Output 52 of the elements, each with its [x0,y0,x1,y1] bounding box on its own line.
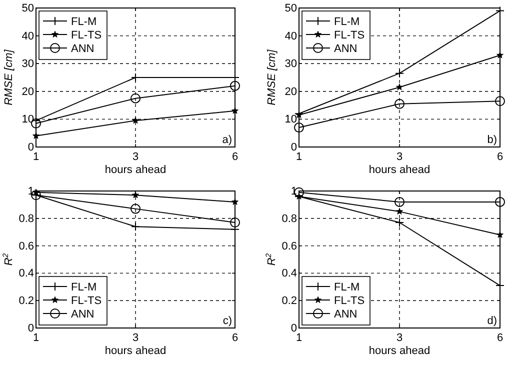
x-tick-label: 3 [132,332,139,344]
x-tick-label: 6 [232,151,238,163]
legend-label: FL-TS [71,295,102,307]
x-axis-title: hours ahead [368,164,430,176]
y-tick-label: 0 [290,322,297,334]
x-axis-title: hours ahead [104,164,166,176]
y-tick-label: 0 [28,142,34,154]
y-tick-label: 0 [290,142,297,154]
legend-label: FL-M [334,16,360,28]
legend-label: ANN [334,43,358,55]
annotation: a) [222,134,232,146]
y-tick-label: 50 [22,2,34,14]
y-tick-label: 30 [22,58,34,70]
x-tick-label: 3 [396,332,403,344]
legend-label: ANN [71,43,94,55]
legend-label: ANN [334,308,358,320]
y-tick-label: 0 [28,322,34,334]
annotation: b) [487,134,497,146]
x-axis-title: hours ahead [368,345,430,357]
y-tick-label: 0.6 [18,240,34,252]
y-tick-label: 0.8 [18,212,34,225]
x-tick-label: 3 [396,151,403,163]
legend-label: FL-M [71,282,97,294]
legend-label: FL-TS [334,295,365,307]
y-tick-label: 10 [284,114,297,126]
legend-label: FL-M [334,282,360,294]
y-tick-label: 0.6 [282,240,297,252]
y-tick-label: 30 [284,58,297,70]
y-tick-label: 50 [284,2,297,14]
x-tick-label: 3 [132,151,139,163]
y-tick-label: 0.2 [282,295,297,308]
x-tick-label: 6 [232,332,238,344]
y-tick-label: 40 [22,30,34,42]
x-tick-label: 6 [496,332,504,344]
y-tick-label: 20 [22,86,34,98]
x-tick-label: 6 [496,151,504,163]
annotation: d) [487,315,497,327]
annotation: c) [222,315,232,327]
legend-label: FL-M [71,16,97,28]
y-tick-label: 0.2 [18,295,34,308]
y-tick-label: 0.4 [282,268,297,280]
y-tick-label: 20 [284,86,297,98]
y-tick-label: 40 [284,30,297,42]
y-axis-title: RMSE [cm] [3,48,15,106]
legend-label: FL-TS [71,30,102,42]
legend-label: FL-TS [334,30,365,42]
y-tick-label: 1 [28,186,34,198]
x-axis-title: hours ahead [104,345,166,357]
y-axis-title: RMSE [cm] [266,48,278,106]
y-tick-label: 0.8 [282,212,297,225]
y-tick-label: 0.4 [18,268,34,280]
legend-label: ANN [71,308,94,320]
